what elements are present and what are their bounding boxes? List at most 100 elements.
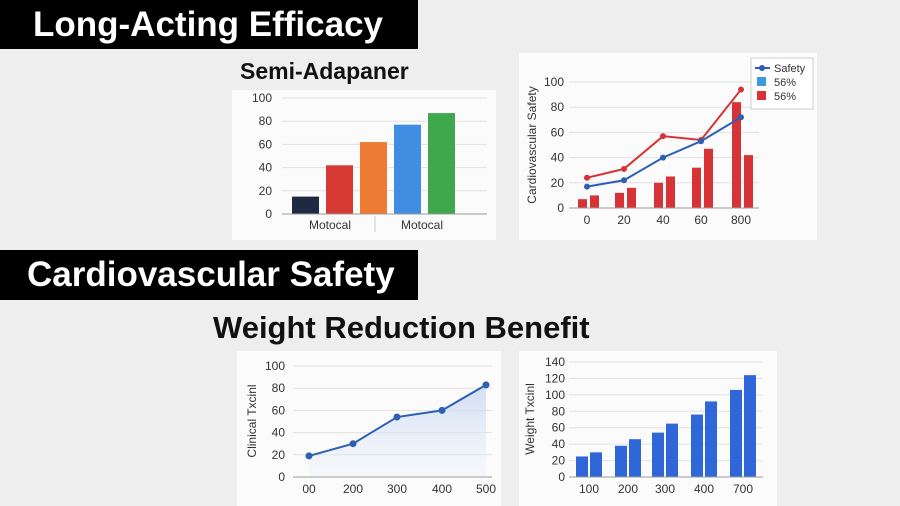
safety-bar [578, 199, 587, 208]
clinical-point [349, 440, 357, 448]
safety-red-point [584, 174, 590, 181]
weight-ytick-label: 20 [552, 454, 566, 468]
efficacy-bar [428, 113, 455, 214]
clinical-point [393, 413, 401, 421]
efficacy-bar [326, 165, 353, 214]
safety-line-point [698, 138, 704, 145]
safety-legend-line-marker [759, 65, 765, 71]
safety-red-point [738, 86, 744, 93]
clinical-ytick-label: 40 [272, 426, 286, 440]
clinical-ytick-label: 20 [272, 448, 286, 462]
weight-bar [730, 389, 742, 477]
efficacy-ytick-label: 80 [259, 114, 273, 128]
weight-bar [705, 401, 717, 477]
clinical-point [305, 452, 313, 460]
weight-ytick-label: 0 [558, 470, 565, 484]
safety-legend-label: 56% [774, 77, 796, 89]
weight-xtick-label: 100 [579, 482, 599, 496]
efficacy-bar [360, 142, 387, 214]
weight-bar [576, 456, 588, 477]
safety-xtick-label: 800 [731, 213, 751, 227]
efficacy-bar [292, 196, 319, 214]
efficacy-ytick-label: 20 [259, 184, 273, 198]
chart-panel-clinical-line: 0 20 40 60 80 100 00 200 300 400 500 Clinical Txcin… [237, 351, 501, 506]
clinical-xtick-label: 400 [432, 482, 452, 496]
efficacy-group-label: Motocal [401, 218, 443, 232]
safety-bar [590, 195, 599, 208]
section-title-weight-reduction: Weight Reduction Benefit [213, 310, 590, 345]
banner-cardiovascular-safety: Cardiovascular Safety [0, 250, 418, 300]
clinical-point [438, 406, 446, 414]
weight-bar [615, 445, 627, 477]
efficacy-bar-chart: 0 20 40 60 80 100 Motocal Motocal [252, 91, 487, 232]
efficacy-group-label: Motocal [309, 218, 351, 232]
safety-bar [666, 176, 675, 208]
safety-ytick-label: 40 [551, 151, 565, 165]
clinical-ytick-label: 100 [265, 359, 285, 373]
weight-y-axis-label: Weight Txcinl [523, 383, 537, 455]
chart-panel-weight-bars: 0 20 40 60 80 100 120 140 100 200 300 400 700 Weight … [519, 351, 777, 506]
safety-line [586, 116, 742, 188]
safety-legend-label: 56% [774, 91, 796, 103]
safety-legend-label: Safety [774, 63, 806, 75]
safety-bar [732, 102, 741, 208]
safety-line-point [621, 177, 627, 184]
weight-xtick-label: 400 [694, 482, 714, 496]
weight-xtick-label: 300 [655, 482, 675, 496]
safety-y-axis-label: Cardiovascular Safety [525, 86, 539, 203]
safety-bar [615, 192, 624, 208]
safety-bar [744, 155, 753, 208]
weight-xtick-label: 700 [733, 482, 753, 496]
clinical-ytick-label: 0 [278, 470, 285, 484]
clinical-xtick-label: 500 [476, 482, 496, 496]
weight-ytick-label: 140 [545, 355, 565, 369]
clinical-xtick-label: 00 [302, 482, 316, 496]
weight-bar [744, 375, 756, 477]
safety-ytick-label: 0 [557, 201, 564, 215]
weight-ytick-label: 40 [552, 437, 566, 451]
safety-xtick-label: 20 [617, 213, 631, 227]
weight-bar [629, 439, 641, 477]
safety-ytick-label: 60 [551, 125, 565, 139]
safety-red-point [660, 133, 666, 140]
clinical-xtick-label: 200 [343, 482, 363, 496]
chart-title-semi-adapaner: Semi-Adapaner [240, 58, 409, 84]
safety-bar [654, 182, 663, 208]
safety-line-point [738, 114, 744, 121]
weight-bar [691, 414, 703, 477]
weight-ytick-label: 100 [545, 388, 565, 402]
efficacy-ytick-label: 100 [252, 91, 272, 105]
banner-long-acting-efficacy: Long-Acting Efficacy [0, 0, 418, 49]
cardiovascular-safety-chart: 0 20 40 60 80 100 0 20 40 60 800 Cardiovascular Saf… [525, 57, 814, 227]
weight-ytick-label: 60 [552, 421, 566, 435]
safety-ytick-label: 100 [544, 75, 564, 89]
safety-line-point [584, 183, 590, 190]
clinical-xtick-label: 300 [387, 482, 407, 496]
clinical-ytick-label: 60 [272, 403, 286, 417]
clinical-point [482, 381, 490, 389]
safety-bar [704, 148, 713, 208]
weight-bar [652, 432, 664, 477]
weight-ytick-label: 120 [545, 371, 565, 385]
safety-bar [627, 187, 636, 208]
efficacy-ytick-label: 60 [259, 137, 273, 151]
safety-legend-blue-swatch [757, 77, 766, 86]
weight-xtick-label: 200 [618, 482, 638, 496]
safety-ytick-label: 80 [551, 100, 565, 114]
safety-line-point [660, 154, 666, 161]
clinical-y-axis-label: Clinical Txcinl [245, 384, 259, 457]
safety-xtick-label: 60 [694, 213, 708, 227]
clinical-area-chart: 0 20 40 60 80 100 00 200 300 400 500 Clinical Txcin… [245, 359, 496, 496]
safety-bar [692, 167, 701, 208]
weight-bar [590, 452, 602, 477]
chart-panel-cardiovascular-safety: 0 20 40 60 80 100 0 20 40 60 800 Cardiovascular Saf… [519, 53, 817, 240]
safety-ytick-label: 20 [551, 176, 565, 190]
clinical-area-fill [309, 384, 486, 477]
efficacy-bar [394, 124, 421, 214]
efficacy-ytick-label: 40 [259, 161, 273, 175]
safety-legend-red-swatch [757, 91, 766, 100]
clinical-ytick-label: 80 [272, 381, 286, 395]
safety-xtick-label: 40 [656, 213, 670, 227]
chart-panel-efficacy-bars: 0 20 40 60 80 100 Motocal Motocal [232, 90, 496, 240]
efficacy-ytick-label: 0 [265, 207, 272, 221]
